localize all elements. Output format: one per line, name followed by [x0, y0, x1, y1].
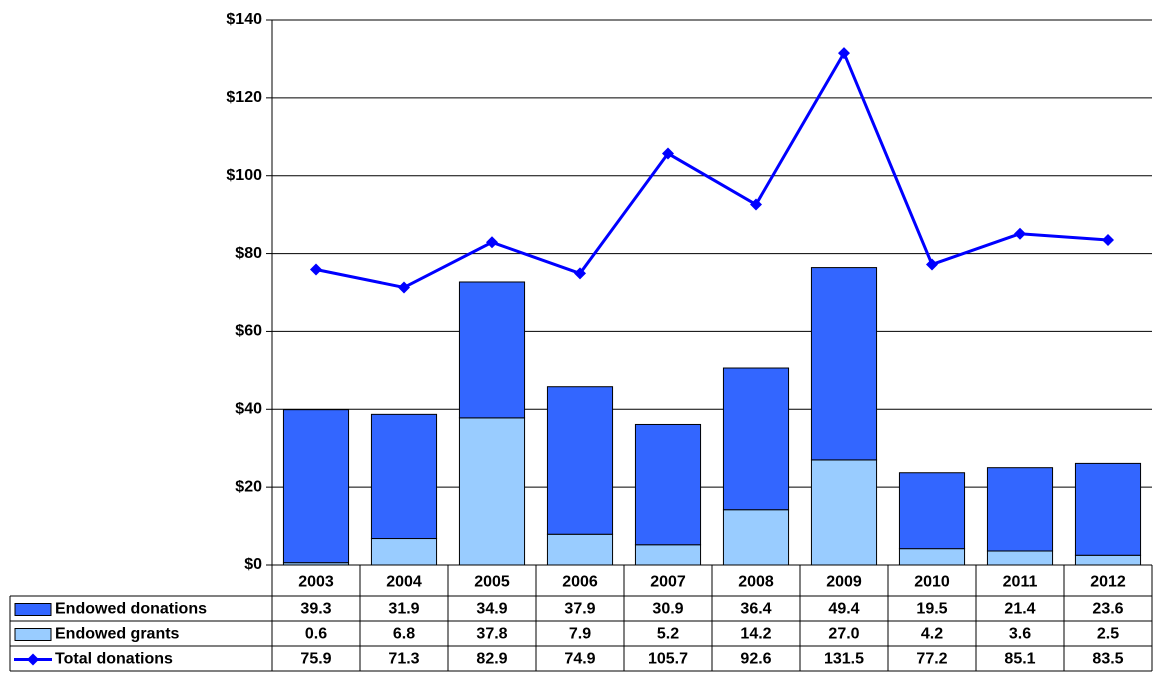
- legend-label: Endowed donations: [55, 601, 207, 618]
- table-value: 82.9: [476, 651, 507, 668]
- bar: [634, 544, 702, 566]
- legend-key: [27, 653, 39, 666]
- x-tick-label: 2006: [562, 574, 598, 591]
- y-tick-label: $80: [235, 245, 262, 262]
- table-value: 2.5: [1097, 626, 1119, 643]
- y-tick-label: $100: [226, 167, 262, 184]
- bar: [810, 267, 878, 461]
- table-value: 71.3: [388, 651, 419, 668]
- bar: [722, 509, 790, 566]
- x-tick-label: 2009: [826, 574, 862, 591]
- table-value: 39.3: [300, 601, 331, 618]
- marker: [662, 147, 674, 160]
- table-value: 83.5: [1092, 651, 1123, 668]
- table-value: 23.6: [1092, 601, 1123, 618]
- table-value: 34.9: [476, 601, 507, 618]
- x-tick-label: 2010: [914, 574, 950, 591]
- marker: [398, 281, 410, 294]
- table-value: 3.6: [1009, 626, 1031, 643]
- bar: [370, 538, 438, 566]
- table-value: 131.5: [824, 651, 864, 668]
- x-tick-label: 2004: [386, 574, 422, 591]
- legend-key: [14, 628, 52, 641]
- bar: [986, 467, 1054, 552]
- table-value: 105.7: [648, 651, 688, 668]
- marker: [486, 236, 498, 249]
- table-value: 36.4: [740, 601, 771, 618]
- table-value: 5.2: [657, 626, 679, 643]
- bar: [546, 533, 614, 566]
- x-tick-label: 2005: [474, 574, 510, 591]
- table-value: 27.0: [828, 626, 859, 643]
- bar: [1074, 462, 1142, 556]
- y-tick-label: $20: [235, 478, 262, 495]
- x-tick-label: 2011: [1003, 574, 1038, 591]
- bar: [898, 548, 966, 566]
- x-tick-label: 2003: [298, 574, 334, 591]
- bar: [546, 386, 614, 535]
- bar: [986, 550, 1054, 566]
- marker: [750, 198, 762, 211]
- table-value: 37.9: [564, 601, 595, 618]
- table-value: 85.1: [1004, 651, 1035, 668]
- table-value: 21.4: [1004, 601, 1035, 618]
- marker: [1014, 227, 1026, 240]
- table-value: 74.9: [564, 651, 595, 668]
- bar: [458, 281, 526, 419]
- table-value: 7.9: [569, 626, 591, 643]
- y-tick-label: $140: [226, 11, 262, 28]
- table-value: 14.2: [740, 626, 771, 643]
- bar: [634, 423, 702, 546]
- bar: [1074, 554, 1142, 566]
- marker: [310, 263, 322, 276]
- marker: [574, 267, 586, 280]
- bar: [810, 459, 878, 566]
- x-tick-label: 2007: [650, 574, 686, 591]
- table-value: 75.9: [300, 651, 331, 668]
- table-value: 31.9: [388, 601, 419, 618]
- bar: [722, 367, 790, 511]
- legend-label: Total donations: [55, 651, 173, 668]
- marker: [838, 47, 850, 60]
- x-tick-label: 2012: [1090, 574, 1126, 591]
- bar: [370, 413, 438, 540]
- table-value: 37.8: [476, 626, 507, 643]
- table-value: 6.8: [393, 626, 415, 643]
- line: [315, 49, 1109, 290]
- y-tick-label: $60: [235, 323, 262, 340]
- bar: [458, 417, 526, 566]
- legend-key: [14, 603, 52, 616]
- y-tick-label: $40: [235, 401, 262, 418]
- marker: [1102, 233, 1114, 246]
- marker: [926, 258, 938, 271]
- table-value: 30.9: [652, 601, 683, 618]
- table-value: 77.2: [916, 651, 947, 668]
- y-tick-label: $120: [226, 89, 262, 106]
- table-value: 92.6: [740, 651, 771, 668]
- legend-label: Endowed grants: [55, 626, 180, 643]
- y-tick-label: $0: [244, 556, 262, 573]
- x-tick-label: 2008: [738, 574, 774, 591]
- bar: [898, 472, 966, 550]
- table-value: 49.4: [828, 601, 859, 618]
- table-value: 19.5: [916, 601, 947, 618]
- table-value: 4.2: [921, 626, 943, 643]
- table-value: 0.6: [305, 626, 327, 643]
- bar: [282, 409, 350, 564]
